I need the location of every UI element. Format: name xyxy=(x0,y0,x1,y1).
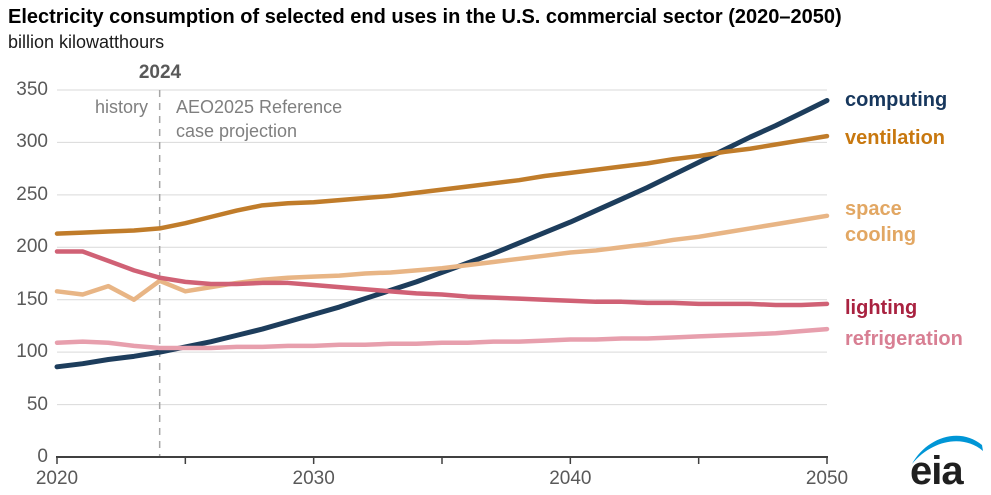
y-tick-label: 300 xyxy=(16,131,48,153)
legend-label-line: computing xyxy=(845,89,948,112)
legend-label-computing: computing xyxy=(845,87,947,113)
chart-subtitle: billion kilowatthours xyxy=(8,32,165,52)
series-line-ventilation xyxy=(54,133,830,236)
x-tick-label: 2030 xyxy=(292,468,335,489)
chart-title: Electricity consumption of selected end … xyxy=(8,6,842,28)
y-tick-label: 0 xyxy=(37,446,48,467)
y-tick-label: 100 xyxy=(16,341,48,363)
eia-logo-text: eia xyxy=(910,449,964,491)
legend-label-line: refrigeration xyxy=(845,328,963,351)
projection-label-line1: AEO2025 Reference xyxy=(176,97,343,117)
series-line-lighting xyxy=(54,249,830,308)
y-tick-label: 50 xyxy=(26,393,48,415)
x-tick-label: 2020 xyxy=(35,468,79,489)
legend-label-space-cooling: space cooling xyxy=(845,196,916,248)
history-label: history xyxy=(94,97,148,117)
eia-logo: eia xyxy=(910,435,983,491)
eia-logo-swoosh-icon xyxy=(912,435,983,464)
series-line-space-cooling xyxy=(54,213,830,302)
divider-year-label: 2024 xyxy=(138,62,182,83)
legend-label-line: space xyxy=(845,197,902,220)
legend-label-refrigeration: refrigeration xyxy=(845,326,963,352)
legend-label-lighting: lighting xyxy=(845,295,917,321)
x-tick-label: 2050 xyxy=(805,468,849,489)
y-tick-label: 150 xyxy=(16,288,48,310)
legend-label-line: cooling xyxy=(845,223,917,246)
y-tick-label: 250 xyxy=(16,183,48,205)
x-tick-label: 2040 xyxy=(549,468,592,489)
projection-label-line2: case projection xyxy=(176,121,298,141)
legend-label-ventilation: ventilation xyxy=(845,125,945,151)
legend-label-line: lighting xyxy=(845,296,918,319)
y-tick-label: 350 xyxy=(16,79,48,100)
legend-label-line: ventilation xyxy=(845,127,946,150)
y-tick-label: 200 xyxy=(16,236,48,258)
series-line-refrigeration xyxy=(54,326,830,351)
projection-label: AEO2025 Reference case projection xyxy=(176,95,342,143)
